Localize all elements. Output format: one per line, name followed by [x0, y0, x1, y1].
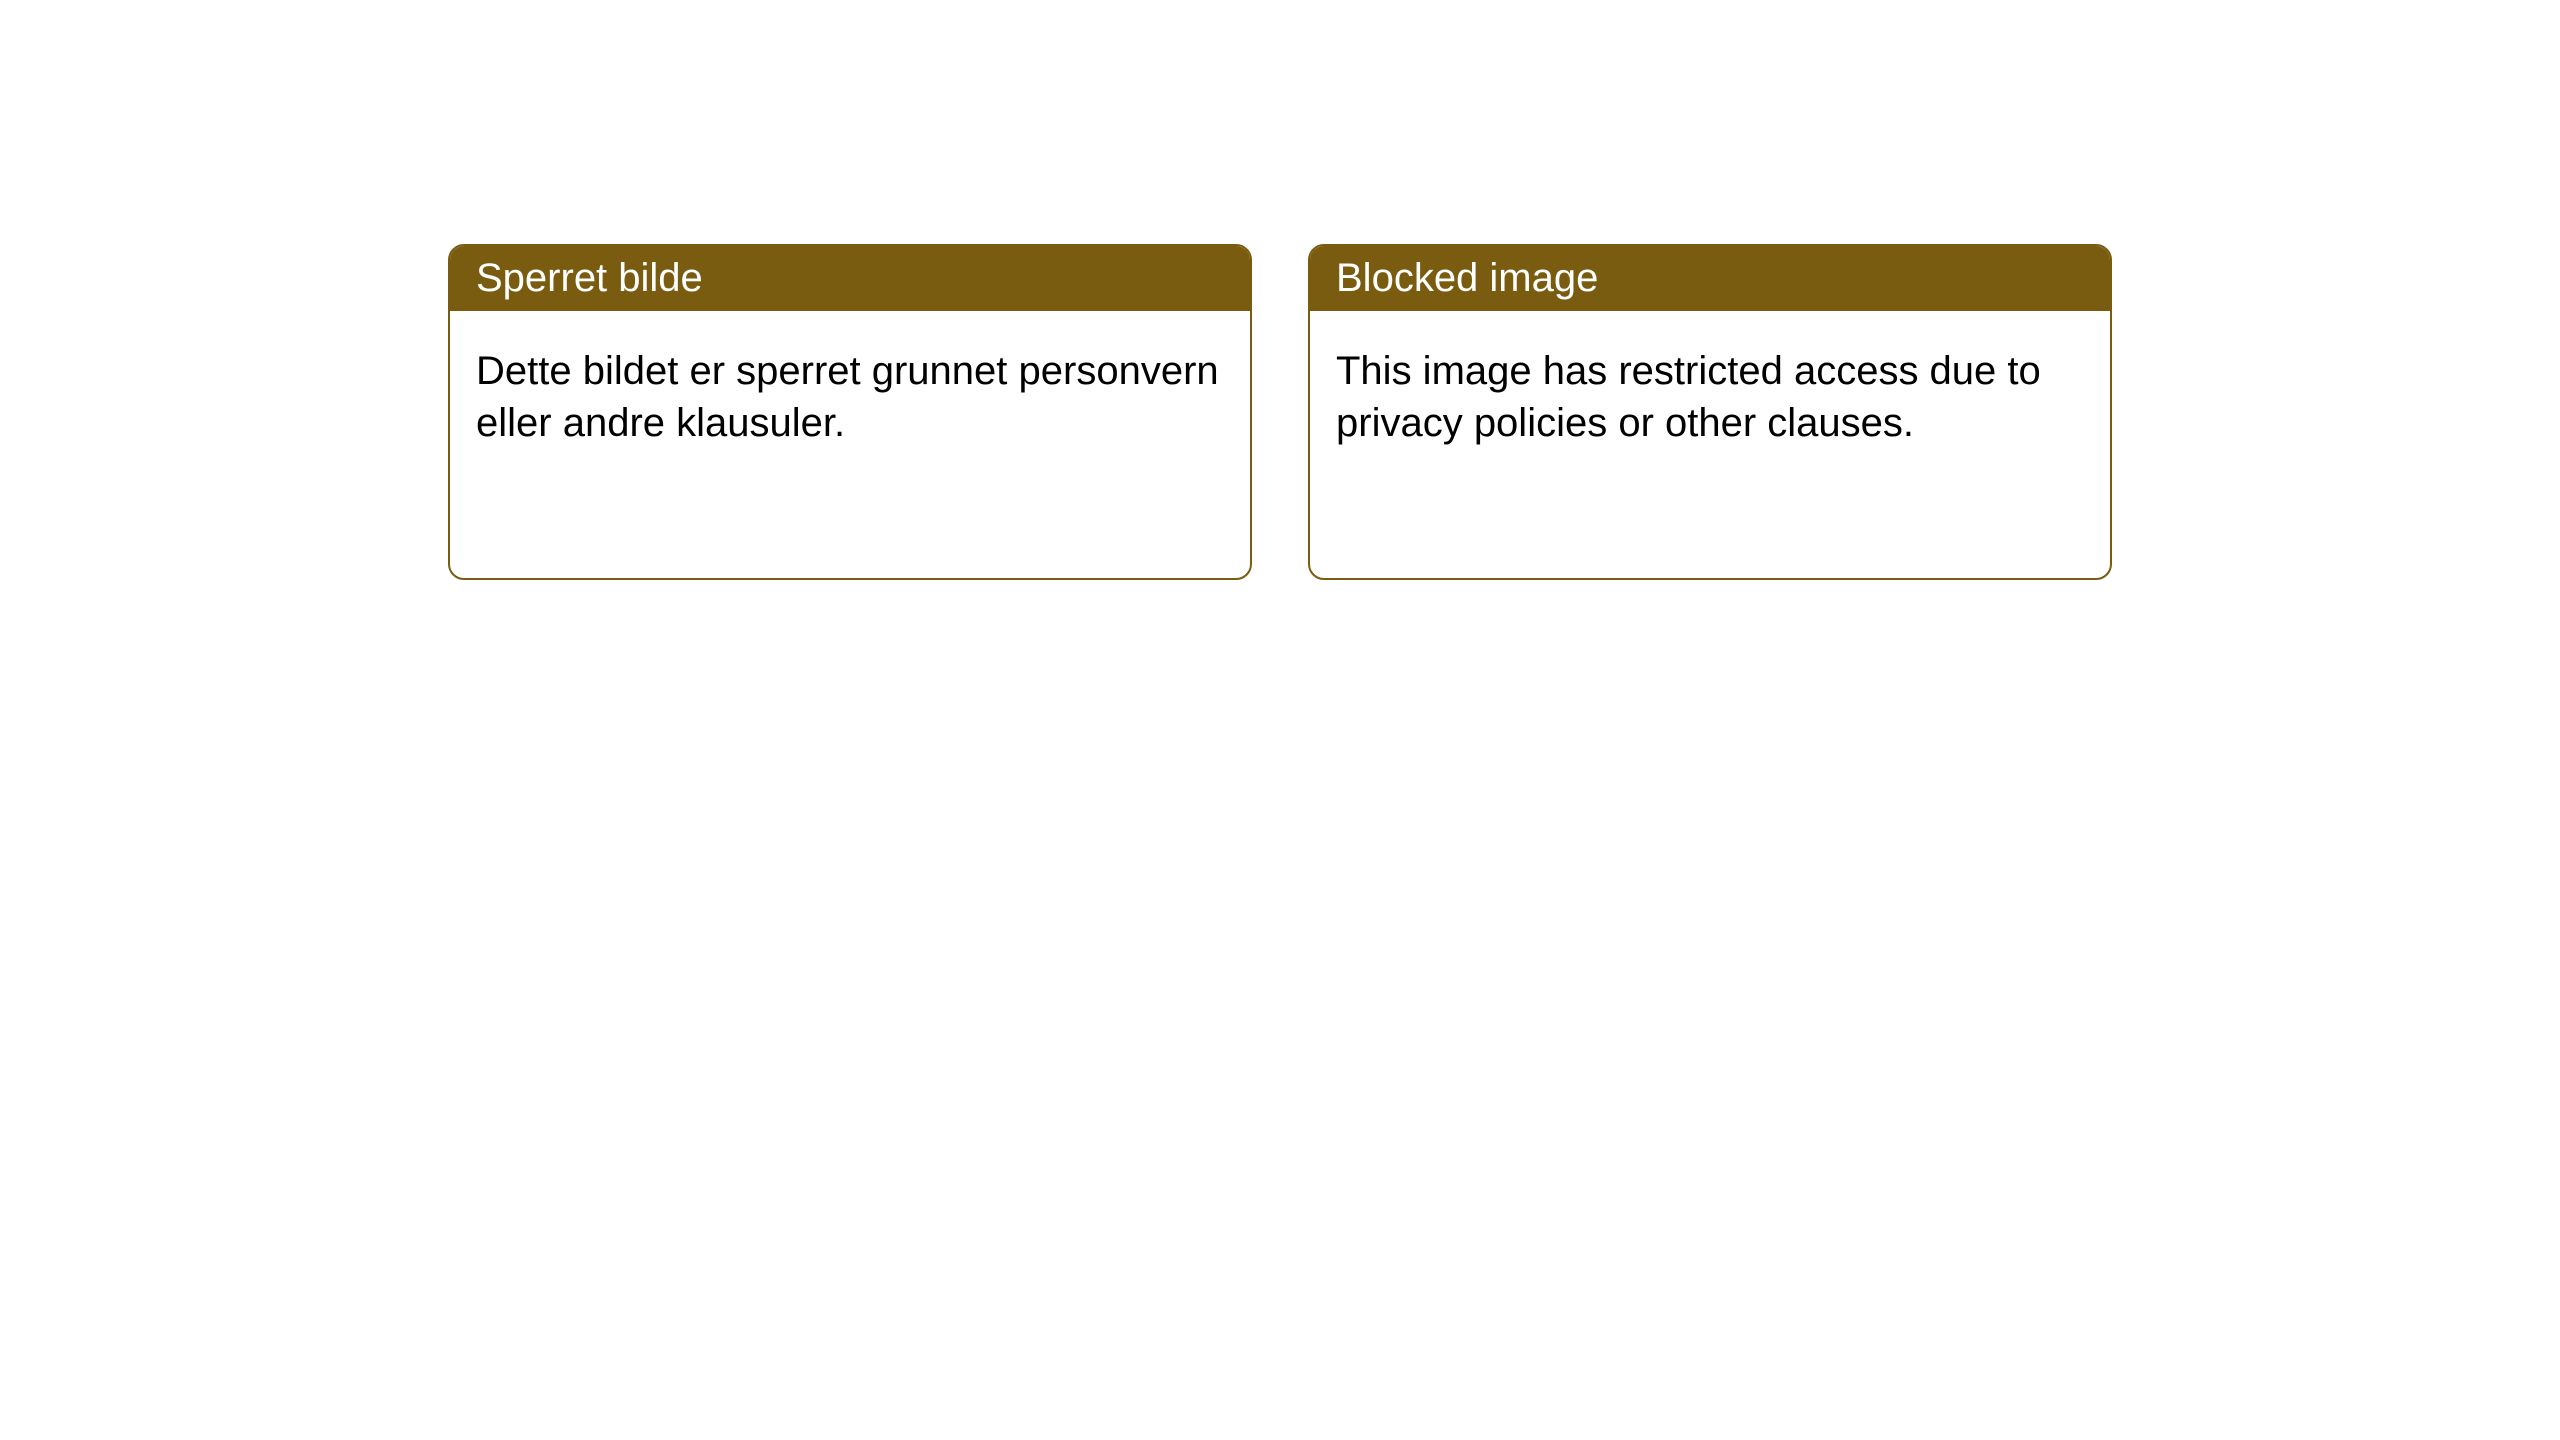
notice-text: Dette bildet er sperret grunnet personve…: [476, 349, 1219, 445]
notice-header-norwegian: Sperret bilde: [450, 246, 1250, 311]
notice-cards-container: Sperret bilde Dette bildet er sperret gr…: [448, 244, 2112, 580]
notice-title: Sperret bilde: [476, 256, 703, 300]
notice-header-english: Blocked image: [1310, 246, 2110, 311]
notice-body-norwegian: Dette bildet er sperret grunnet personve…: [450, 311, 1250, 483]
notice-text: This image has restricted access due to …: [1336, 349, 2041, 445]
notice-card-english: Blocked image This image has restricted …: [1308, 244, 2112, 580]
notice-card-norwegian: Sperret bilde Dette bildet er sperret gr…: [448, 244, 1252, 580]
notice-title: Blocked image: [1336, 256, 1598, 300]
notice-body-english: This image has restricted access due to …: [1310, 311, 2110, 483]
